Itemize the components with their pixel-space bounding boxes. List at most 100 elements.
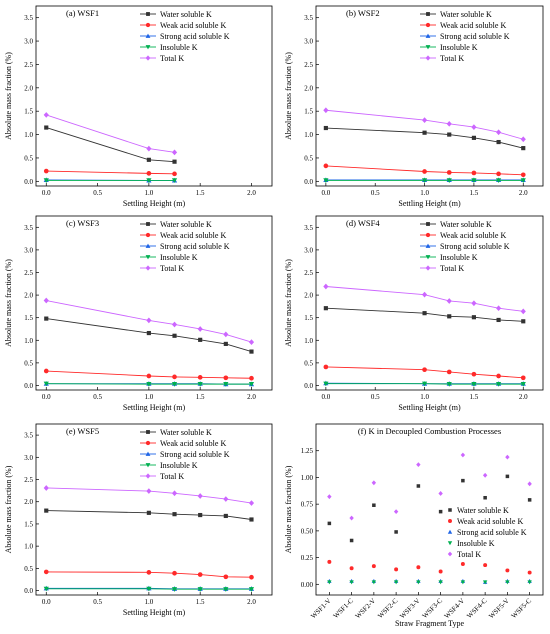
x-tick-label: 0.0 xyxy=(42,598,51,606)
x-tick-label: WSF5-V xyxy=(487,597,511,621)
x-tick-label: 1.0 xyxy=(420,189,429,197)
data-point xyxy=(147,511,151,515)
x-tick-label: WSF1-V xyxy=(309,597,333,621)
x-tick-label: 2.0 xyxy=(519,393,528,401)
y-tick-label: 3.0 xyxy=(304,38,313,46)
data-point xyxy=(447,314,451,318)
data-point xyxy=(147,331,151,335)
data-point xyxy=(172,571,177,576)
x-tick-label: WSF4-V xyxy=(443,597,467,621)
data-point xyxy=(496,374,501,379)
data-point xyxy=(198,326,203,332)
series-line xyxy=(46,128,174,162)
legend-marker xyxy=(146,473,151,478)
data-point xyxy=(528,571,532,575)
data-point xyxy=(461,562,465,566)
series-line xyxy=(326,110,523,139)
legend-marker xyxy=(426,12,430,16)
x-tick-label: 0.5 xyxy=(93,189,102,197)
data-point xyxy=(224,342,228,346)
legend-label: Insoluble K xyxy=(457,539,495,548)
legend-marker xyxy=(146,265,151,270)
data-point xyxy=(172,322,177,328)
x-tick-label: 1.0 xyxy=(144,598,153,606)
data-point xyxy=(223,496,228,502)
legend-label: Insoluble K xyxy=(160,461,198,470)
data-point xyxy=(496,305,501,311)
data-point xyxy=(496,129,501,135)
x-tick-label: WSF1-C xyxy=(332,597,355,620)
data-point xyxy=(172,149,177,155)
y-tick-label: 0.5 xyxy=(304,154,313,162)
data-point xyxy=(422,169,427,174)
y-tick-label: 0.0 xyxy=(24,587,33,595)
series-total-k xyxy=(44,485,254,506)
data-point xyxy=(422,367,427,372)
x-tick-label: 0.0 xyxy=(321,189,330,197)
data-point xyxy=(146,318,151,324)
x-axis-label: Straw Fragment Type xyxy=(395,619,465,628)
x-tick-label: WSF3-V xyxy=(398,597,422,621)
data-point xyxy=(324,126,328,130)
x-axis-label: Settling Height (m) xyxy=(398,199,461,208)
data-point xyxy=(44,112,49,118)
panel-title: (f) K in Decoupled Combustion Processes xyxy=(358,426,501,436)
legend-label: Water soluble K xyxy=(160,428,212,437)
legend-label: Weak acid soluble K xyxy=(160,439,226,448)
data-point xyxy=(349,516,353,521)
data-point xyxy=(417,484,421,488)
data-point xyxy=(172,490,177,496)
series-water-soluble-k xyxy=(324,306,526,323)
data-point xyxy=(172,172,177,177)
y-tick-label: 3.5 xyxy=(304,14,313,22)
y-tick-label: 0.5 xyxy=(24,565,33,573)
data-point xyxy=(416,462,420,467)
series-water-soluble-k xyxy=(324,126,526,150)
y-axis-label: Absolute mass fraction (%) xyxy=(284,259,293,347)
x-tick-label: WSF2-C xyxy=(376,597,399,620)
data-point xyxy=(497,140,501,144)
data-point xyxy=(249,575,254,580)
data-point xyxy=(327,494,331,499)
data-point xyxy=(483,496,487,500)
y-tick-label: 1.5 xyxy=(304,314,313,322)
x-tick-label: 2.0 xyxy=(247,393,256,401)
x-tick-label: 0.5 xyxy=(371,393,380,401)
legend-marker xyxy=(426,233,430,237)
data-point xyxy=(497,318,501,322)
legend-label: Strong acid soluble K xyxy=(440,32,510,41)
legend-label: Total K xyxy=(160,54,184,63)
y-tick-label: 0.5 xyxy=(304,359,313,367)
x-tick-label: 1.5 xyxy=(196,598,205,606)
panel-title: (d) WSF4 xyxy=(346,218,380,228)
data-point xyxy=(528,498,532,502)
legend-marker xyxy=(146,23,150,27)
y-tick-label: 0.00 xyxy=(301,581,314,589)
x-tick-label: 0.0 xyxy=(42,393,51,401)
x-tick-label: 0.0 xyxy=(321,393,330,401)
data-point xyxy=(146,146,151,152)
data-point xyxy=(324,365,329,370)
data-point xyxy=(172,334,176,338)
data-point xyxy=(372,480,376,485)
legend-marker xyxy=(426,222,430,226)
x-axis-label: Settling Height (m) xyxy=(123,403,186,412)
y-tick-label: 2.5 xyxy=(304,61,313,69)
series-total-k xyxy=(44,298,254,345)
legend-marker xyxy=(146,430,150,434)
data-point xyxy=(224,514,228,518)
panel-f: 0.000.250.500.751.001.25WSF1-VWSF1-CWSF2… xyxy=(284,424,543,628)
data-point xyxy=(223,375,228,380)
data-point xyxy=(147,570,152,575)
series-total-k xyxy=(323,107,526,142)
y-tick-label: 3.0 xyxy=(24,38,33,46)
y-axis-label: Absolute mass fraction (%) xyxy=(4,465,13,553)
legend-label: Total K xyxy=(457,550,481,559)
y-tick-label: 0.0 xyxy=(304,382,313,390)
x-tick-label: 2.0 xyxy=(519,189,528,197)
data-point xyxy=(472,315,476,319)
x-tick-label: 1.5 xyxy=(470,393,479,401)
